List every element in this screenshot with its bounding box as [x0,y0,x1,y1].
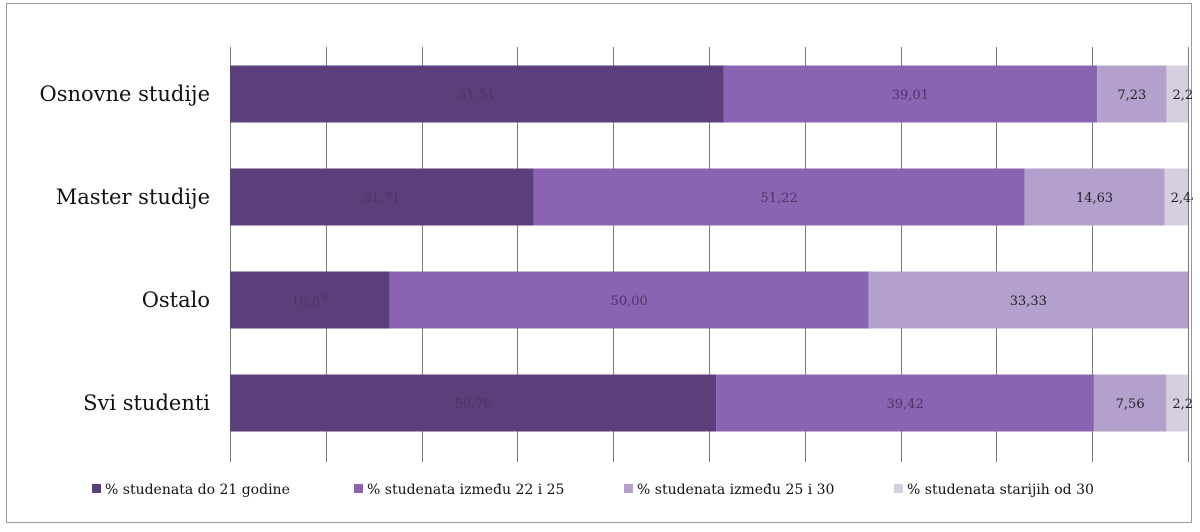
legend-swatch-0 [92,484,101,493]
value-label-3-series-3: 2,25 [1172,397,1193,412]
value-label-1-series-1: 51,22 [761,191,798,206]
category-label-3: Svi studenti [83,391,210,415]
bar-0-series-1 [723,65,1098,123]
bar-3-series-0 [230,374,717,432]
bars [230,65,1189,432]
legend: % studenata do 21 godine % studenata izme… [92,482,1094,498]
bar-1-series-1 [533,168,1025,226]
bar-1-series-2 [1024,168,1165,226]
bar-3-series-3 [1166,374,1188,432]
category-label-2: Ostalo [142,288,210,312]
legend-label-3: % studenata starijih od 30 [907,482,1094,498]
bar-3-series-2 [1093,374,1167,432]
value-label-2-series-0: 16,67 [291,294,328,309]
bar-0-series-3 [1166,65,1189,123]
bar-2-series-0 [230,271,390,329]
value-label-1-series-0: 31,71 [363,191,400,206]
value-label-2-series-2: 33,33 [1010,294,1047,309]
category-label-1: Master studije [56,185,210,209]
bar-1-series-0 [230,168,534,226]
bar-0-series-0 [230,65,724,123]
category-label-0: Osnovne studije [40,82,211,106]
value-label-2-series-1: 50,00 [611,294,648,309]
value-label-3-series-2: 7,56 [1116,397,1145,412]
value-label-0-series-2: 7,23 [1117,88,1146,103]
value-labels: 51,51 39,01 7,23 2,26 31,71 51,22 14,63 2,44 16,… [291,88,1193,412]
legend-swatch-2 [624,484,633,493]
legend-label-0: % studenata do 21 godine [105,482,290,498]
bar-2-series-1 [389,271,869,329]
value-label-3-series-1: 39,42 [886,397,923,412]
value-label-3-series-0: 50,76 [455,397,492,412]
stacked-bar-chart: 51,51 39,01 7,23 2,26 31,71 51,22 14,63 2,44 16,… [40,47,1193,498]
bar-3-series-1 [716,374,1094,432]
legend-label-2: % studenata između 25 i 30 [637,482,834,498]
value-label-0-series-1: 39,01 [892,88,929,103]
value-label-0-series-0: 51,51 [458,88,495,103]
chart-frame: 51,51 39,01 7,23 2,26 31,71 51,22 14,63 2,44 16,… [6,3,1193,523]
value-label-0-series-3: 2,26 [1172,88,1193,103]
legend-label-1: % studenata između 22 i 25 [367,482,564,498]
bar-0-series-2 [1097,65,1167,123]
bar-2-series-2 [868,271,1188,329]
bar-1-series-3 [1164,168,1188,226]
category-labels: Osnovne studije Master studije Ostalo Svi s… [40,82,211,415]
value-label-1-series-3: 2,44 [1171,191,1193,206]
value-label-1-series-2: 14,63 [1076,191,1113,206]
legend-swatch-1 [354,484,363,493]
legend-swatch-3 [894,484,903,493]
